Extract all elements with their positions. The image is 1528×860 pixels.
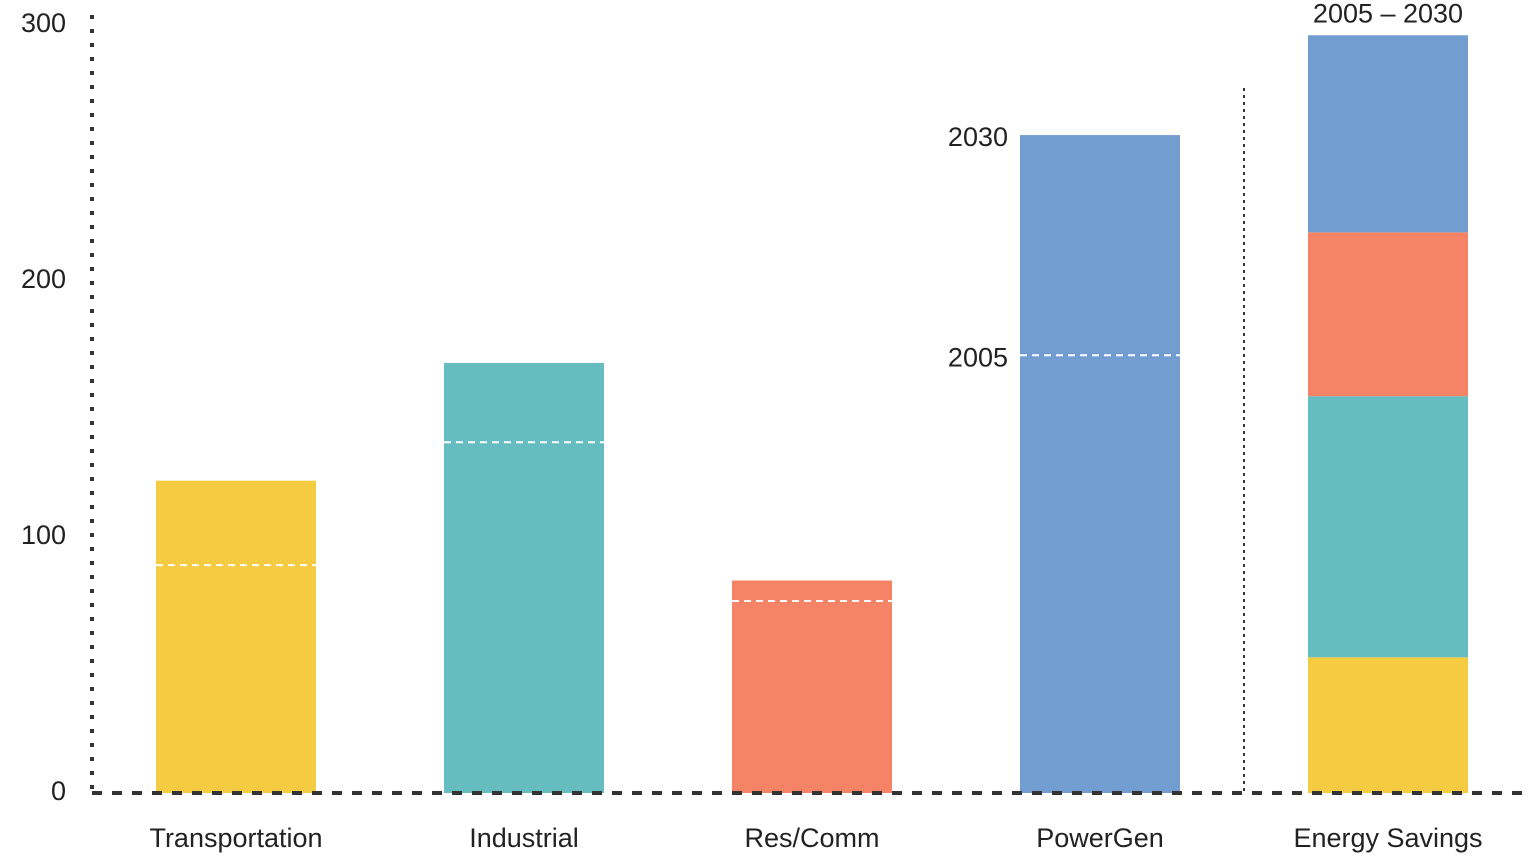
x-tick-label: Energy Savings [1293,823,1482,853]
x-tick-label: Industrial [469,823,579,853]
savings-segment [1308,657,1468,793]
savings-segment [1308,396,1468,658]
annotation: 2005 [948,342,1008,372]
y-tick-label: 100 [21,520,66,550]
savings-label: 2005 – 2030 [1313,0,1463,28]
x-tick-label: PowerGen [1036,823,1164,853]
annotation: 2030 [948,122,1008,152]
savings-segment [1308,35,1468,233]
bar [444,362,604,793]
savings-segment [1308,232,1468,397]
bar [1020,135,1180,793]
y-tick-label: 200 [21,264,66,294]
bar [156,480,316,793]
bar [732,580,892,793]
x-tick-label: Res/Comm [744,823,879,853]
y-tick-label: 0 [51,776,66,806]
x-tick-label: Transportation [149,823,322,853]
y-tick-label: 300 [21,8,66,38]
